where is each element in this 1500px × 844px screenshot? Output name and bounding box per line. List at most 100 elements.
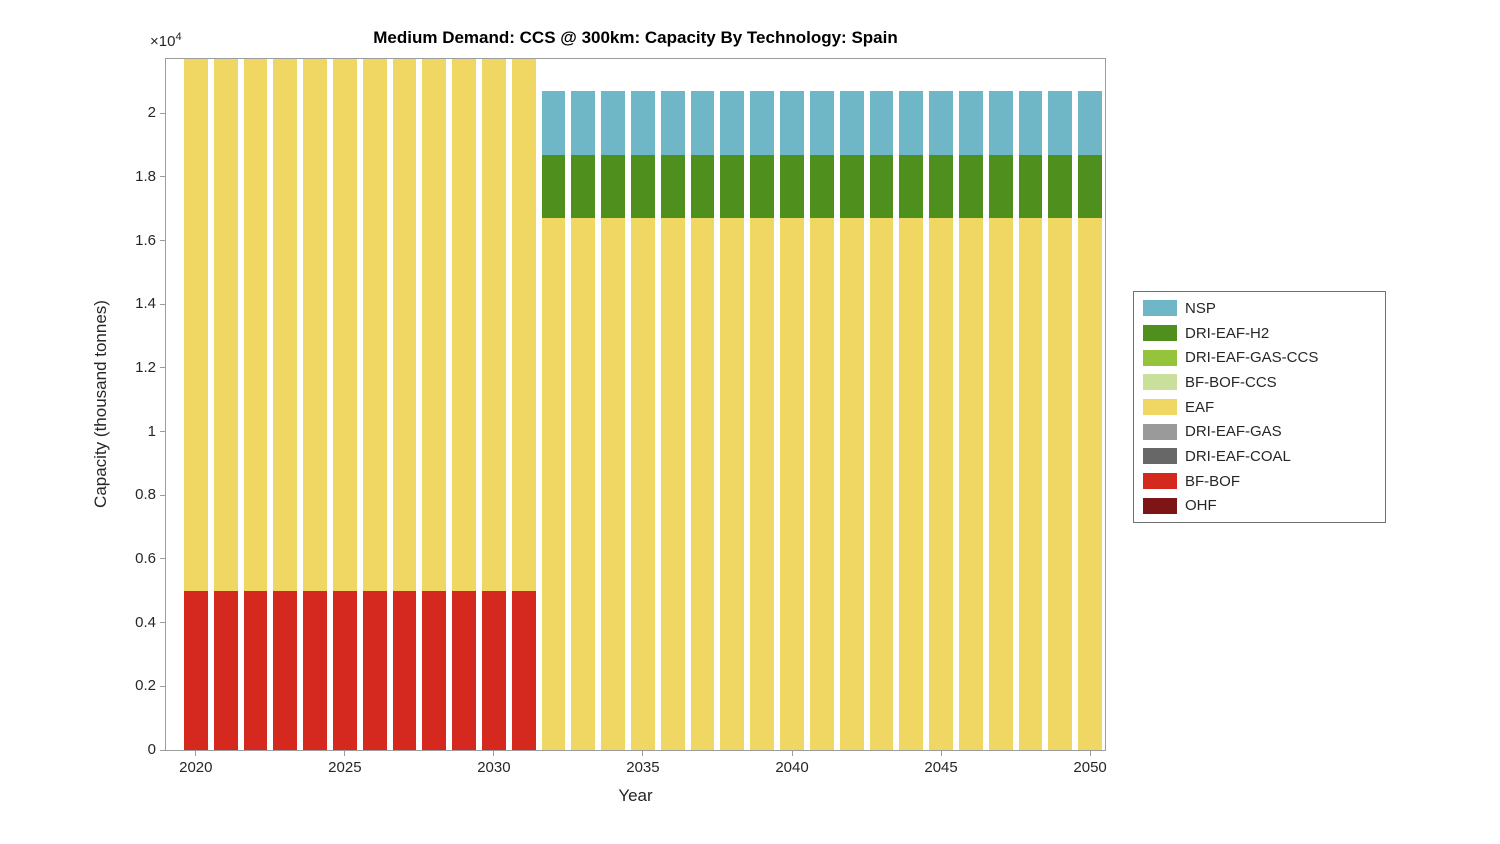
- y-tick-mark: [160, 622, 166, 624]
- bar-segment: [1048, 90, 1073, 155]
- bar-segment: [750, 218, 775, 750]
- y-tick-mark: [160, 494, 166, 496]
- bar-segment: [929, 154, 953, 219]
- y-tick-mark: [160, 558, 166, 560]
- bar-segment: [780, 154, 804, 219]
- bar-segment: [571, 90, 596, 155]
- bar-segment: [988, 218, 1013, 750]
- x-tick-mark: [493, 750, 495, 756]
- bar-segment: [213, 59, 238, 591]
- bar-segment: [511, 59, 536, 591]
- bar-segment: [183, 59, 208, 591]
- bar-segment: [869, 218, 894, 750]
- legend-item: DRI-EAF-H2: [1134, 321, 1385, 346]
- bar-segment: [750, 90, 775, 155]
- bar-segment: [929, 90, 953, 155]
- legend-item: BF-BOF: [1134, 469, 1385, 494]
- y-tick-mark: [160, 176, 166, 178]
- y-tick-label: 1.6: [135, 231, 156, 249]
- bar-segment: [809, 218, 834, 750]
- y-tick-label: 0: [147, 741, 156, 758]
- bar-segment: [929, 218, 953, 750]
- bar-segment: [362, 590, 387, 750]
- bar-segment: [1048, 154, 1073, 219]
- y-axis-exponent-power: 4: [175, 31, 182, 43]
- x-tick-label: 2020: [179, 759, 213, 776]
- bar-segment: [958, 218, 983, 750]
- bar-segment: [958, 90, 983, 155]
- y-tick-label: 0.2: [135, 677, 156, 695]
- legend-swatch: [1143, 399, 1177, 416]
- y-tick-label: 1.8: [135, 167, 156, 185]
- bar-segment: [809, 154, 834, 219]
- x-tick-mark: [791, 750, 793, 756]
- x-tick-label: 2045: [924, 759, 958, 776]
- bar-segment: [660, 218, 685, 750]
- bar-segment: [601, 218, 626, 750]
- bar-segment: [780, 218, 804, 750]
- legend-swatch: [1143, 497, 1177, 514]
- bar-segment: [183, 590, 208, 750]
- bar-segment: [1078, 90, 1102, 155]
- legend-item: DRI-EAF-GAS: [1134, 419, 1385, 444]
- y-tick-mark: [160, 112, 166, 114]
- bar-segment: [899, 90, 924, 155]
- legend-swatch: [1143, 473, 1177, 490]
- bar-segment: [1018, 154, 1043, 219]
- legend-swatch: [1143, 448, 1177, 465]
- bar-segment: [303, 59, 327, 591]
- bar-segment: [690, 90, 715, 155]
- bar-segment: [660, 90, 685, 155]
- legend-swatch: [1143, 423, 1177, 440]
- x-tick-mark: [344, 750, 346, 756]
- legend-label: NSP: [1185, 299, 1216, 317]
- bar-segment: [839, 90, 864, 155]
- legend-label: OHF: [1185, 497, 1217, 515]
- bar-segment: [541, 218, 566, 750]
- legend-label: EAF: [1185, 398, 1215, 416]
- legend-label: DRI-EAF-H2: [1185, 324, 1270, 342]
- y-tick-label: 2: [147, 104, 156, 122]
- bar-segment: [631, 90, 655, 155]
- bar-segment: [1018, 90, 1043, 155]
- x-axis-label: Year: [618, 786, 653, 805]
- x-tick-mark: [1089, 750, 1091, 756]
- bar-segment: [243, 590, 268, 750]
- x-tick-mark: [940, 750, 942, 756]
- bar-segment: [392, 590, 417, 750]
- bar-segment: [452, 59, 476, 591]
- bar-segment: [720, 154, 745, 219]
- bar-segment: [869, 154, 894, 219]
- bar-segment: [422, 590, 447, 750]
- bar-segment: [332, 590, 357, 750]
- x-tick-label: 2025: [328, 759, 362, 776]
- legend-label: BF-BOF-CCS: [1185, 373, 1277, 391]
- bar-segment: [332, 59, 357, 591]
- bar-segment: [1078, 154, 1102, 219]
- bar-segment: [988, 154, 1013, 219]
- y-tick-mark: [160, 431, 166, 433]
- bar-segment: [839, 218, 864, 750]
- y-axis-exponent: ×104: [150, 31, 182, 50]
- legend-label: DRI-EAF-GAS: [1185, 423, 1282, 441]
- bar-segment: [243, 59, 268, 591]
- bar-segment: [780, 90, 804, 155]
- x-tick-label: 2030: [477, 759, 511, 776]
- bar-segment: [541, 90, 566, 155]
- bar-segment: [631, 154, 655, 219]
- bar-segment: [601, 154, 626, 219]
- legend-item: EAF: [1134, 395, 1385, 420]
- x-tick-label: 2035: [626, 759, 660, 776]
- y-tick-label: 1.4: [135, 295, 156, 313]
- legend-item: OHF: [1134, 493, 1385, 518]
- legend: NSP DRI-EAF-H2 DRI-EAF-GAS-CCS BF-BOF-CCS EA…: [1133, 291, 1386, 523]
- y-tick-mark: [160, 367, 166, 369]
- bar-segment: [273, 59, 298, 591]
- y-tick-label: 1: [147, 422, 156, 440]
- bar-segment: [720, 218, 745, 750]
- legend-swatch: [1143, 374, 1177, 391]
- bar-segment: [213, 590, 238, 750]
- legend-label: BF-BOF: [1185, 472, 1240, 490]
